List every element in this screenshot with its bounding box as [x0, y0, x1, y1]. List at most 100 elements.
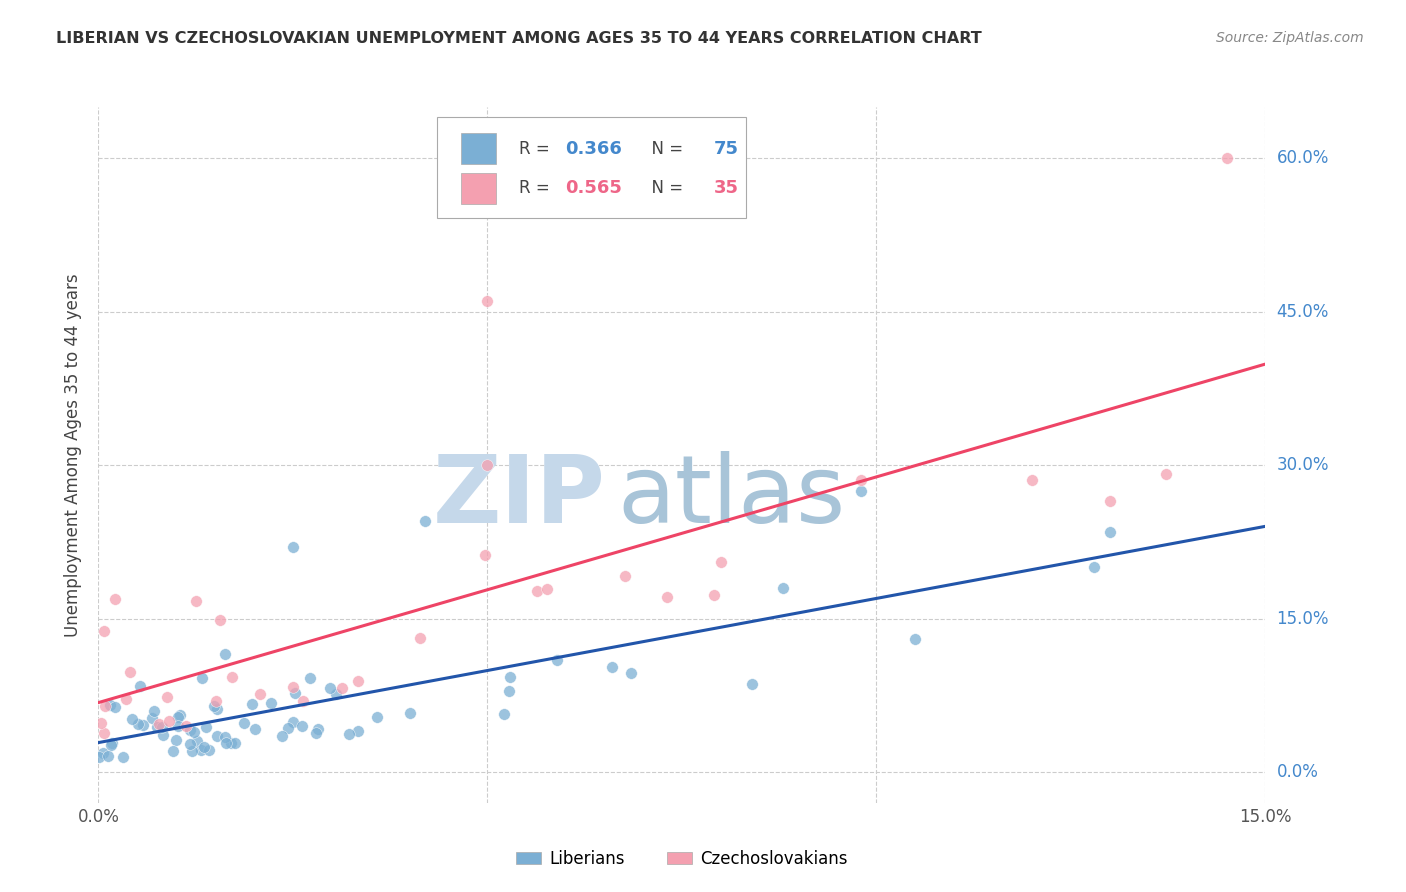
Text: LIBERIAN VS CZECHOSLOVAKIAN UNEMPLOYMENT AMONG AGES 35 TO 44 YEARS CORRELATION C: LIBERIAN VS CZECHOSLOVAKIAN UNEMPLOYMENT… [56, 31, 981, 46]
Point [207, 729, 229, 743]
Text: 0.565: 0.565 [565, 179, 621, 197]
Text: N =: N = [641, 140, 689, 158]
Point [186, 733, 208, 747]
Point [167, 710, 190, 724]
Point [1021, 474, 1043, 488]
Point [142, 704, 165, 718]
Text: R =: R = [519, 179, 554, 197]
Point [145, 720, 167, 734]
Point [613, 569, 636, 583]
Point [169, 707, 191, 722]
Point [259, 696, 281, 710]
Point [219, 736, 242, 750]
Point [202, 698, 225, 713]
Point [190, 743, 212, 757]
Point [281, 540, 304, 554]
Point [141, 711, 163, 725]
Point [148, 717, 170, 731]
Point [325, 687, 347, 701]
Point [399, 706, 422, 721]
Point [849, 483, 872, 498]
Point [492, 707, 515, 722]
Point [152, 728, 174, 742]
Point [1083, 560, 1105, 574]
Point [118, 665, 141, 680]
Y-axis label: Unemployment Among Ages 35 to 44 years: Unemployment Among Ages 35 to 44 years [65, 273, 83, 637]
Point [330, 681, 353, 695]
Point [166, 719, 188, 733]
Point [232, 715, 254, 730]
Text: 30.0%: 30.0% [1277, 456, 1329, 475]
Point [157, 714, 180, 728]
FancyBboxPatch shape [437, 118, 747, 219]
Point [1098, 494, 1121, 508]
Point [477, 294, 499, 309]
Text: atlas: atlas [617, 450, 846, 542]
Point [104, 699, 127, 714]
Point [100, 739, 122, 753]
Text: 0.366: 0.366 [565, 140, 621, 158]
Point [179, 737, 201, 751]
Point [132, 718, 155, 732]
Point [87, 750, 110, 764]
Point [156, 690, 179, 705]
Point [214, 736, 236, 750]
Point [195, 720, 218, 734]
Text: N =: N = [641, 179, 689, 197]
Point [772, 581, 794, 595]
FancyBboxPatch shape [461, 173, 496, 203]
Point [277, 721, 299, 735]
Text: 60.0%: 60.0% [1277, 149, 1329, 167]
Point [284, 686, 307, 700]
Point [409, 632, 432, 646]
Text: ZIP: ZIP [433, 450, 606, 542]
Point [249, 687, 271, 701]
Point [93, 725, 115, 739]
Point [190, 671, 212, 685]
Point [281, 680, 304, 694]
Point [111, 750, 134, 764]
Point [184, 594, 207, 608]
Point [179, 723, 201, 738]
Text: 45.0%: 45.0% [1277, 302, 1329, 321]
Legend: Liberians, Czechoslovakians: Liberians, Czechoslovakians [509, 843, 855, 874]
Point [162, 743, 184, 757]
Point [240, 697, 263, 711]
Point [1154, 467, 1177, 482]
Point [174, 719, 197, 733]
Point [319, 681, 342, 695]
Point [546, 653, 568, 667]
Point [474, 549, 496, 563]
Point [103, 592, 125, 607]
Text: 0.0%: 0.0% [1277, 763, 1319, 781]
Point [101, 736, 124, 750]
Point [347, 673, 370, 688]
Point [198, 743, 221, 757]
Point [292, 693, 315, 707]
Point [115, 692, 138, 706]
Point [208, 613, 231, 627]
Point [150, 720, 173, 734]
Point [413, 515, 436, 529]
Point [849, 474, 872, 488]
Point [98, 698, 121, 712]
Point [703, 588, 725, 602]
Point [128, 679, 150, 693]
Point [291, 718, 314, 732]
Point [214, 647, 236, 661]
Point [337, 727, 360, 741]
Text: Source: ZipAtlas.com: Source: ZipAtlas.com [1216, 31, 1364, 45]
Point [1098, 524, 1121, 539]
Point [657, 591, 679, 605]
Point [305, 725, 328, 739]
Point [741, 677, 763, 691]
Point [91, 746, 114, 760]
Point [205, 694, 228, 708]
Point [224, 737, 246, 751]
Point [477, 458, 499, 472]
Point [127, 717, 149, 731]
Point [710, 555, 733, 569]
Text: R =: R = [519, 140, 554, 158]
Text: 75: 75 [713, 140, 738, 158]
Point [526, 583, 548, 598]
